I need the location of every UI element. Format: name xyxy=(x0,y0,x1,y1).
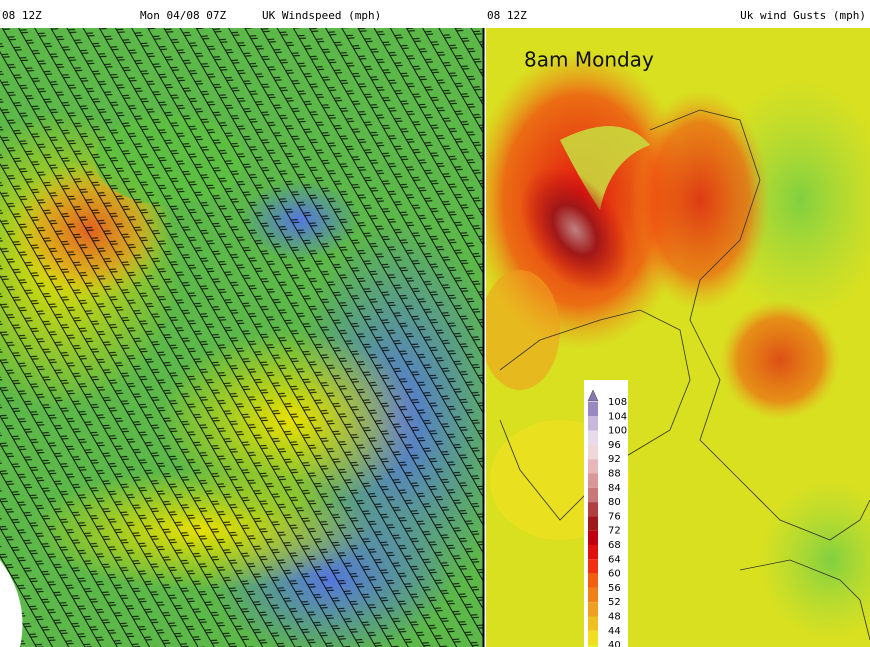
gusts-map xyxy=(486,28,870,647)
left-header-time: 08 12Z xyxy=(2,9,42,22)
legend-swatch xyxy=(588,573,598,588)
legend-swatch xyxy=(588,502,598,517)
legend-label: 52 xyxy=(608,597,621,608)
overlay-label: 8am Monday xyxy=(524,48,654,72)
legend-label: 48 xyxy=(608,612,621,623)
legend: 108 104 100 96 92 88 84 80 76 72 68 64 60 56 52 48 44 40 xyxy=(584,380,628,647)
legend-label: 96 xyxy=(608,440,621,451)
legend-label: 84 xyxy=(608,483,621,494)
legend-label: 80 xyxy=(608,497,621,508)
legend-swatch xyxy=(588,545,598,560)
legend-label: 60 xyxy=(608,569,621,580)
legend-label: 56 xyxy=(608,583,621,594)
legend-swatch xyxy=(588,430,598,445)
legend-label: 88 xyxy=(608,469,621,480)
legend-label: 92 xyxy=(608,454,621,465)
legend-label: 104 xyxy=(608,411,627,422)
legend-swatch xyxy=(588,487,598,503)
legend-swatch xyxy=(588,402,598,417)
legend-swatch xyxy=(588,416,598,431)
right-header-time: 08 12Z xyxy=(487,9,527,22)
legend-swatch xyxy=(588,630,598,646)
legend-label: 44 xyxy=(608,626,621,637)
legend-label: 40 xyxy=(608,640,621,647)
legend-swatch xyxy=(588,602,598,617)
legend-label: 76 xyxy=(608,511,621,522)
legend-label: 100 xyxy=(608,426,627,437)
legend-swatch xyxy=(588,587,598,603)
legend-swatch xyxy=(588,530,598,545)
legend-swatch xyxy=(588,444,598,460)
legend-label: 72 xyxy=(608,526,621,537)
windspeed-map xyxy=(0,28,483,647)
legend-label: 108 xyxy=(608,397,627,408)
right-header-title: Uk wind Gusts (mph) xyxy=(740,9,866,22)
legend-swatch xyxy=(588,616,598,631)
legend-label: 68 xyxy=(608,540,621,551)
left-header-title: UK Windspeed (mph) xyxy=(262,9,381,22)
legend-swatch xyxy=(588,645,598,647)
legend-label: 64 xyxy=(608,554,621,565)
legend-swatch xyxy=(588,516,598,531)
legend-swatch xyxy=(588,559,598,574)
legend-swatch xyxy=(588,459,598,474)
legend-swatch xyxy=(588,473,598,488)
left-header-date: Mon 04/08 07Z xyxy=(140,9,226,22)
